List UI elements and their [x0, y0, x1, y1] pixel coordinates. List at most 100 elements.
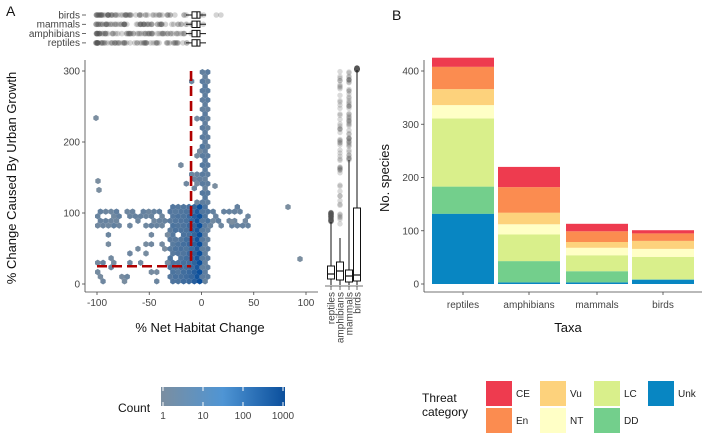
hexbin-cell — [96, 186, 102, 194]
side-box-outlier — [328, 213, 334, 219]
side-box-outlier — [346, 103, 352, 109]
side-box-outlier — [328, 210, 334, 216]
top-box-outlier — [134, 40, 141, 46]
hexbin-cell — [202, 157, 208, 164]
side-box-outlier — [328, 212, 334, 218]
hexbin-cell — [154, 278, 160, 285]
top-box-outlier — [170, 30, 176, 37]
side-box-outlier — [354, 66, 360, 72]
hexbin-cell — [148, 241, 155, 248]
hexbin-y-axis-title: % Change Caused By Urban Growth — [4, 72, 19, 284]
hexbin-cell — [205, 199, 211, 206]
top-box-outlier — [123, 30, 130, 37]
side-box-outlier — [346, 99, 352, 106]
top-box-outlier — [144, 40, 150, 46]
top-box-outlier — [94, 40, 101, 46]
top-box-outlier — [123, 40, 130, 46]
side-box-outlier — [346, 101, 352, 107]
hexbin-cell — [178, 245, 184, 252]
side-box-outlier — [328, 219, 334, 225]
hexbin-cell — [183, 217, 189, 224]
top-box-outlier — [174, 40, 181, 46]
side-box-outlier — [354, 65, 360, 71]
top-box-outlier — [93, 21, 100, 28]
side-box-outlier — [328, 216, 334, 222]
side-box-outlier — [346, 136, 352, 142]
hexbin-cell — [156, 208, 163, 215]
side-box-outlier — [354, 65, 360, 71]
top-box-outlier — [169, 21, 175, 28]
top-box-outlier — [167, 40, 173, 46]
side-box-outlier — [346, 142, 352, 149]
side-box-outlier — [346, 155, 352, 162]
hexbin-cell — [191, 203, 197, 210]
hexbin-cell — [197, 203, 203, 210]
top-box-outlier — [175, 40, 181, 46]
top-box-outlier — [114, 40, 120, 46]
side-box-outlier — [354, 67, 360, 73]
top-box-outlier — [94, 40, 100, 46]
top-box-outlier — [144, 30, 151, 37]
hexbin-cell — [202, 268, 208, 276]
side-box-outlier — [354, 66, 360, 73]
side-box-outlier — [328, 213, 334, 219]
hexbin-cell — [199, 124, 206, 131]
side-box-outlier — [354, 65, 360, 72]
top-box-outlier — [109, 12, 116, 18]
top-box-outlier — [109, 40, 115, 46]
hexbin-cell — [100, 222, 106, 229]
top-box-label-reptiles: reptiles — [48, 38, 80, 49]
top-box-outlier — [121, 40, 128, 46]
hexbin-cell — [170, 231, 176, 238]
top-box-outlier — [133, 21, 140, 28]
hexbin-x-tick-label: -100 — [87, 298, 107, 309]
hexbin-cell — [100, 278, 106, 285]
side-box-outlier — [328, 211, 334, 217]
side-box-outlier — [337, 166, 343, 172]
top-box-outlier — [154, 30, 161, 37]
side-box-outlier — [328, 214, 334, 221]
hexbin-cell — [127, 250, 133, 257]
top-box-outlier — [94, 12, 101, 18]
hexbin-cell — [199, 87, 206, 94]
hexbin-cell — [180, 213, 187, 220]
threat-legend-title-line1: Threat — [422, 391, 457, 405]
top-box-outlier — [108, 12, 115, 18]
top-box-outlier — [144, 21, 151, 28]
hexbin-cell — [183, 236, 189, 243]
top-box-outlier — [94, 30, 100, 37]
top-box-outlier — [121, 21, 128, 28]
hexbin-cell — [205, 134, 211, 141]
hexbin-cell — [199, 152, 206, 159]
hexbin-cell — [121, 278, 128, 285]
hexbin-cell — [202, 194, 208, 201]
hexbin-cell — [175, 222, 181, 229]
hexbin-cell — [132, 213, 138, 220]
hexbin-cell — [237, 208, 243, 215]
hexbin-cell — [194, 236, 200, 243]
threat-label-dd: DD — [624, 416, 638, 427]
side-box-outlier — [328, 210, 334, 217]
hexbin-cell — [202, 213, 208, 220]
top-box-outlier — [113, 12, 119, 18]
side-box-outlier — [328, 213, 334, 219]
hexbin-cell — [202, 185, 208, 192]
top-box-outlier — [120, 21, 127, 28]
hexbin-cell — [167, 227, 173, 234]
side-box-outlier — [346, 113, 352, 119]
side-box-outlier — [337, 68, 343, 75]
count-colorbar — [161, 387, 285, 406]
hexbin-cell — [113, 208, 120, 215]
hexbin-cell — [202, 250, 208, 257]
top-box-outlier — [102, 40, 108, 46]
top-box-outlier — [145, 21, 151, 28]
hexbin-cell — [167, 217, 173, 224]
top-box-outlier — [152, 40, 159, 46]
hexbin-cell — [197, 231, 203, 238]
top-box-outlier — [174, 30, 180, 37]
side-box-outlier — [328, 210, 334, 217]
bar-x-tick-label: birds — [652, 300, 674, 311]
top-box-outlier — [130, 30, 137, 37]
hexbin-cell — [97, 273, 104, 280]
